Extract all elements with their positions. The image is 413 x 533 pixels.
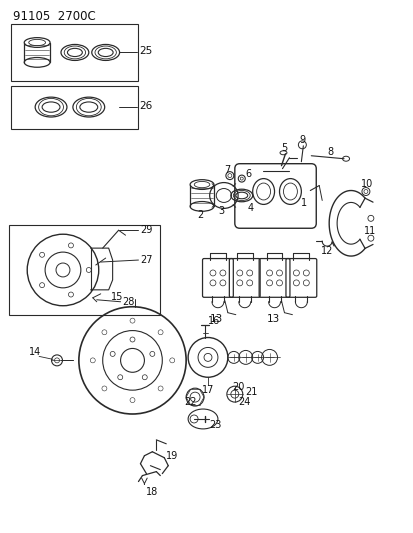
Text: 21: 21 <box>245 387 257 397</box>
Text: 10: 10 <box>360 179 372 189</box>
Text: 29: 29 <box>140 225 152 235</box>
Text: 24: 24 <box>237 397 249 407</box>
Text: 14: 14 <box>29 348 41 358</box>
Text: 5: 5 <box>281 143 287 153</box>
Text: 2: 2 <box>197 211 203 220</box>
Text: 27: 27 <box>140 255 152 265</box>
Text: 15: 15 <box>110 292 123 302</box>
Text: 20: 20 <box>231 382 244 392</box>
Text: 18: 18 <box>146 488 158 497</box>
Text: 6: 6 <box>245 168 251 179</box>
Text: 22: 22 <box>184 397 196 407</box>
Text: 17: 17 <box>202 385 214 395</box>
Text: 12: 12 <box>320 246 333 256</box>
Text: 13: 13 <box>266 313 279 324</box>
Text: 25: 25 <box>139 46 152 56</box>
Text: 3: 3 <box>217 206 223 216</box>
Text: 11: 11 <box>363 226 375 236</box>
Text: 91105  2700C: 91105 2700C <box>13 10 96 23</box>
Text: 13: 13 <box>209 313 223 324</box>
Text: 7: 7 <box>223 165 230 175</box>
Text: 23: 23 <box>209 420 221 430</box>
Text: 16: 16 <box>207 316 220 326</box>
Bar <box>11 23 138 81</box>
Text: 26: 26 <box>139 101 152 111</box>
Text: 1: 1 <box>301 198 307 208</box>
Text: 4: 4 <box>247 204 253 213</box>
Bar <box>9 225 160 314</box>
Text: 8: 8 <box>326 147 332 157</box>
Bar <box>11 86 138 129</box>
Text: 28: 28 <box>122 297 135 307</box>
Text: 9: 9 <box>299 135 305 145</box>
Text: 19: 19 <box>166 451 178 461</box>
